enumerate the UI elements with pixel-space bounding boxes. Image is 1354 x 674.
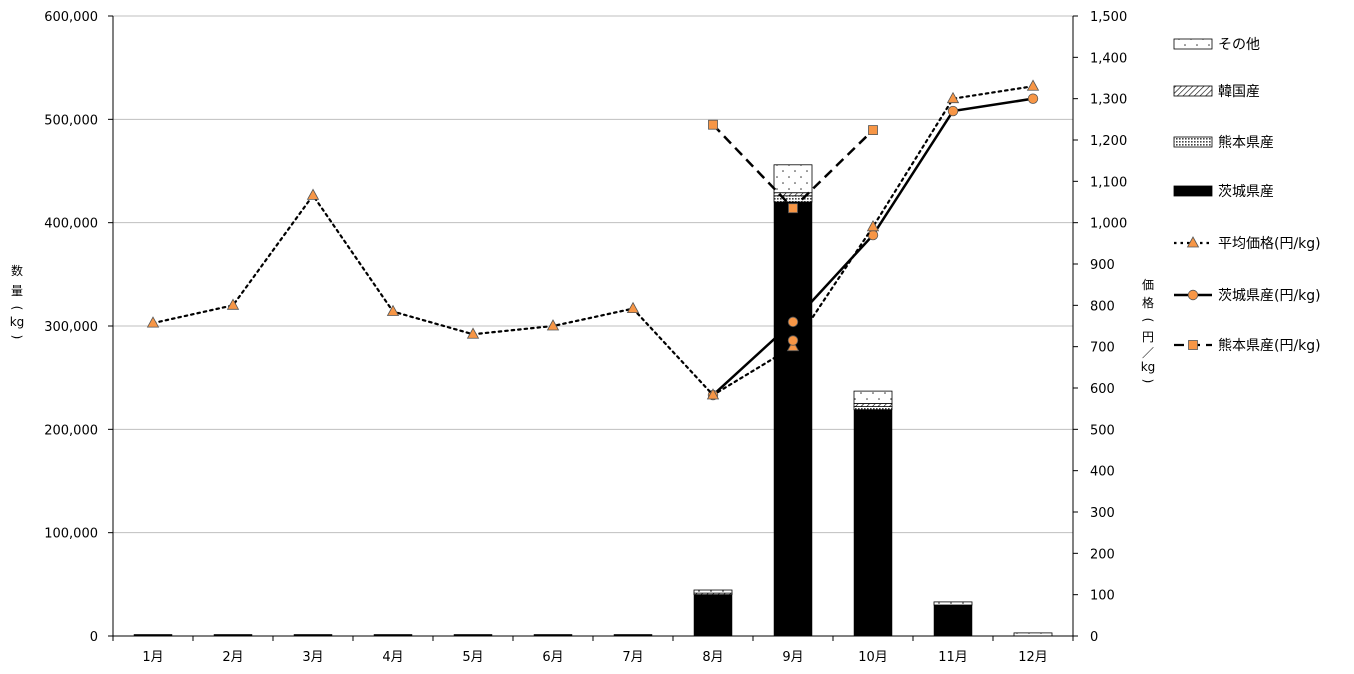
y-right-title-char-7: )	[1141, 379, 1155, 384]
y-left-title-char-3: (	[10, 306, 24, 311]
legend-swatch-その他	[1173, 38, 1213, 50]
marker-茨城県産円kg-11	[947, 105, 959, 117]
marker-平均価格円kg-2	[226, 298, 240, 310]
bar-その他-9	[773, 164, 813, 194]
bar-韓国産-10	[853, 403, 893, 407]
bar-その他-10	[853, 390, 893, 404]
marker-平均価格円kg-3	[306, 188, 320, 200]
marker-茨城県産円kg-9	[787, 316, 799, 328]
legend-swatch-熊本県産	[1173, 136, 1213, 148]
y-right-tick-label-10: 1,000	[1090, 217, 1127, 232]
marker-熊本県産円kg-9	[788, 203, 798, 214]
legend-marker-平均価格円kg	[1186, 236, 1200, 248]
y-left-tick-label-6: 600,000	[44, 10, 98, 25]
legend-swatch-韓国産	[1173, 85, 1213, 97]
marker-熊本県産円kg-10	[868, 125, 878, 135]
y-right-title-char-6: kg	[1141, 360, 1156, 374]
x-tick-label-9: 9月	[782, 650, 803, 665]
legend-label-熊本県産: 熊本県産	[1218, 135, 1274, 151]
marker-平均価格円kg-10	[866, 219, 880, 232]
bars	[133, 164, 1053, 637]
x-tick-label-5: 5月	[462, 650, 483, 665]
y-left-tick-label-4: 400,000	[44, 217, 98, 232]
marker-平均価格円kg-12	[1026, 79, 1040, 91]
x-tick-label-11: 11月	[938, 650, 968, 665]
gridlines	[113, 15, 1073, 534]
y-right-tick-label-1: 100	[1090, 589, 1115, 604]
marker-平均価格円kg-1	[146, 316, 160, 328]
legend-marker-茨城県産円kg	[1187, 289, 1199, 301]
y-left-tick-label-1: 100,000	[44, 527, 98, 542]
x-tick-label-1: 1月	[142, 650, 163, 665]
y-right-tick-label-5: 500	[1090, 423, 1115, 438]
line-茨城県産円kg	[712, 97, 1034, 396]
y-left-title-char-1: 数	[11, 263, 23, 278]
legend-label-平均価格円kg: 平均価格(円/kg)	[1218, 236, 1321, 252]
x-tick-label-3: 3月	[302, 650, 323, 665]
x-tick-label-10: 10月	[858, 650, 888, 665]
y-right-tick-label-14: 1,400	[1090, 51, 1127, 66]
y-right-title-char-5: ／	[1142, 346, 1154, 360]
axes: 0 100,000 200,000 300,000 400,000 500,000 600,…	[10, 10, 1156, 665]
marker-茨城県産円kg-10	[867, 229, 879, 241]
legend-label-韓国産: 韓国産	[1218, 84, 1260, 100]
y-right-title-char-1: 価	[1142, 278, 1154, 292]
bar-その他-8	[693, 589, 733, 594]
line-平均価格円kg	[151, 85, 1035, 397]
x-tick-label-12: 12月	[1018, 650, 1048, 665]
bar-茨城県産-8	[693, 594, 733, 637]
bar-熊本県産-10	[853, 406, 893, 411]
marker-平均価格円kg-4	[386, 304, 400, 316]
marker-熊本県産円kg-8	[708, 119, 718, 130]
legend-label-その他: その他	[1218, 37, 1260, 53]
marker-平均価格円kg-5	[466, 327, 480, 339]
y-right-tick-label-0: 0	[1090, 630, 1098, 645]
y-right-title-char-2: 格	[1142, 295, 1154, 310]
legend-label-茨城県産: 茨城県産	[1218, 184, 1274, 200]
bar-その他-11	[933, 601, 973, 606]
marker-平均価格円kg-8	[706, 388, 720, 400]
y-left-title-char-5: )	[10, 335, 24, 340]
marker-平均価格円kg-11	[946, 91, 960, 104]
y-right-tick-label-13: 1,300	[1090, 93, 1127, 108]
y-left-tick-label-3: 300,000	[44, 320, 98, 335]
y-left-tick-label-5: 500,000	[44, 113, 98, 128]
x-tick-label-2: 2月	[222, 650, 243, 665]
marker-平均価格円kg-7	[626, 301, 640, 314]
marker-平均価格円kg-6	[546, 319, 560, 331]
price-lines	[146, 79, 1040, 401]
y-left-tick-label-2: 200,000	[44, 423, 98, 438]
x-tick-label-6: 6月	[542, 650, 563, 665]
x-tick-label-8: 8月	[702, 650, 723, 665]
y-right-tick-label-12: 1,200	[1090, 134, 1127, 149]
y-right-tick-label-8: 800	[1090, 299, 1115, 314]
legend-label-茨城県産円kg: 茨城県産(円/kg)	[1218, 288, 1321, 304]
y-right-tick-label-6: 600	[1090, 382, 1115, 397]
bar-茨城県産-9	[773, 201, 813, 637]
y-right-title-char-3: (	[1141, 318, 1155, 323]
y-left-tick-label-0: 0	[90, 630, 98, 645]
bar-茨城県産-11	[933, 604, 973, 637]
marker-茨城県産円kg-12	[1027, 93, 1039, 104]
legend-marker-熊本県産円kg	[1188, 340, 1198, 350]
x-tick-label-4: 4月	[382, 650, 403, 665]
x-tick-label-7: 7月	[622, 650, 643, 665]
y-right-tick-label-7: 700	[1090, 341, 1115, 356]
marker-extra-1	[787, 335, 799, 346]
y-right-tick-label-2: 200	[1090, 547, 1115, 562]
y-right-title-char-4: 円	[1142, 330, 1154, 344]
bar-茨城県産-10	[853, 409, 893, 637]
y-right-tick-label-9: 900	[1090, 258, 1115, 273]
y-right-tick-label-15: 1,500	[1090, 10, 1127, 25]
y-left-title-char-4: kg	[10, 315, 25, 329]
y-right-tick-label-11: 1,100	[1090, 175, 1127, 190]
legend-label-熊本県産円kg: 熊本県産(円/kg)	[1218, 338, 1321, 354]
y-right-tick-label-4: 400	[1090, 465, 1115, 480]
y-right-tick-label-3: 300	[1090, 506, 1115, 521]
legend-swatch-茨城県産	[1173, 185, 1213, 197]
y-left-title-char-2: 量	[11, 284, 23, 298]
